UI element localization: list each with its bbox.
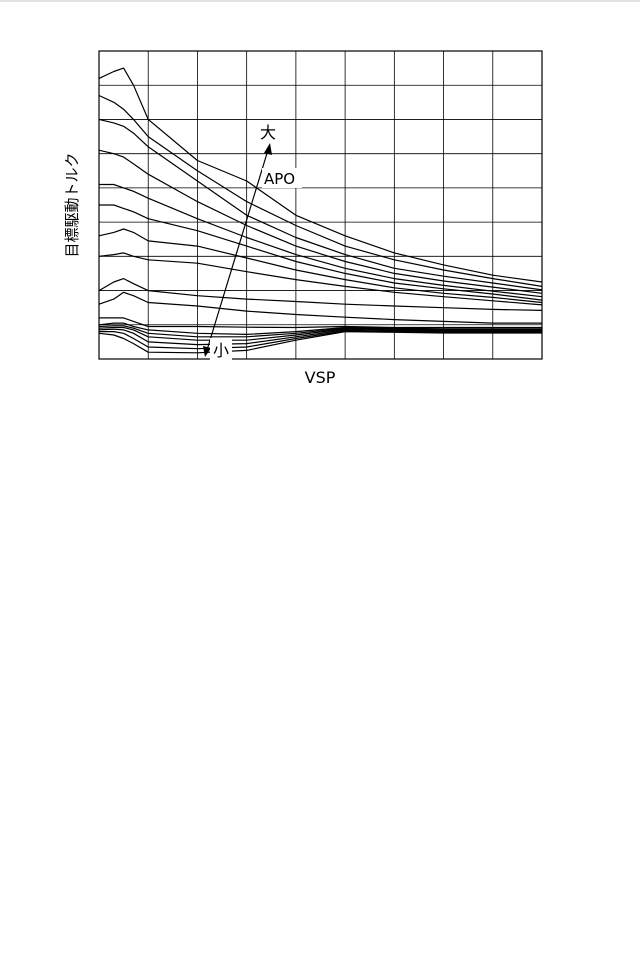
apo-small-label: 小 [213, 341, 229, 360]
arrowhead-up-icon [264, 143, 272, 155]
torque-curve-10 [99, 292, 542, 323]
arrowhead-down-icon [203, 346, 211, 357]
torque-curve-7 [99, 229, 542, 303]
torque-curve-8 [99, 253, 542, 305]
torque-curves [99, 68, 542, 353]
apo-label: APO [264, 170, 295, 188]
torque-curve-3 [99, 119, 542, 290]
y-axis-label: 目標駆動トルク [63, 152, 81, 257]
torque-curve-5 [99, 185, 542, 297]
torque-curve-6 [99, 205, 542, 300]
torque-curve-2 [99, 96, 542, 287]
x-axis-label: VSP [305, 368, 336, 387]
apo-large-label: 大 [260, 123, 276, 142]
torque-curve-1 [99, 68, 542, 282]
